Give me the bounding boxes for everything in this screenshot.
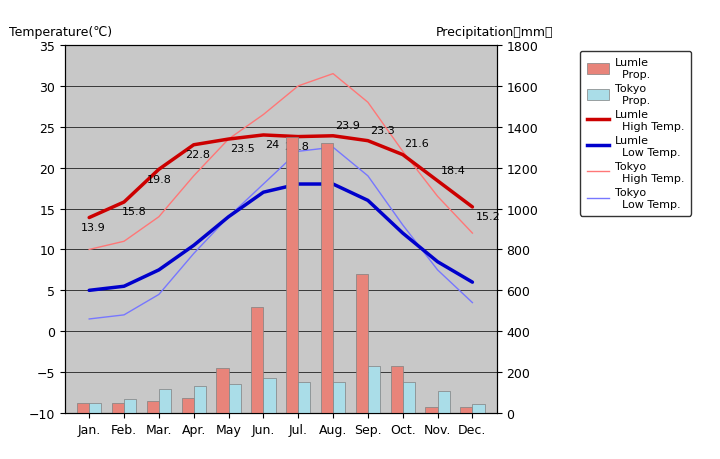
Bar	[216, 368, 228, 413]
Bar	[124, 399, 136, 413]
Bar	[321, 144, 333, 413]
Bar	[368, 366, 380, 413]
Text: 23.8: 23.8	[284, 141, 309, 151]
Legend: Lumle
  Prop., Tokyo
  Prop., Lumle
  High Temp., Lumle
  Low Temp., Tokyo
  Hig: Lumle Prop., Tokyo Prop., Lumle High Tem…	[580, 51, 690, 216]
Bar	[333, 382, 346, 413]
Bar	[112, 403, 124, 413]
Bar	[460, 407, 472, 413]
Text: 22.8: 22.8	[185, 150, 210, 160]
Bar	[89, 403, 102, 413]
Bar	[426, 407, 438, 413]
Text: 15.2: 15.2	[476, 212, 500, 222]
Text: 23.9: 23.9	[335, 120, 360, 130]
Text: 13.9: 13.9	[81, 222, 105, 232]
Bar	[77, 403, 89, 413]
Bar	[251, 307, 264, 413]
Text: 21.6: 21.6	[405, 139, 429, 149]
Bar	[472, 404, 485, 413]
Text: Temperature(℃): Temperature(℃)	[9, 26, 112, 39]
Bar	[390, 366, 402, 413]
Bar	[147, 401, 159, 413]
Text: 23.5: 23.5	[230, 144, 255, 154]
Text: 24: 24	[265, 140, 279, 150]
Text: Precipitation（mm）: Precipitation（mm）	[436, 26, 553, 39]
Text: 15.8: 15.8	[122, 207, 147, 217]
Bar	[438, 391, 450, 413]
Bar	[228, 385, 240, 413]
Text: 19.8: 19.8	[147, 174, 171, 184]
Bar	[194, 386, 206, 413]
Text: 23.3: 23.3	[369, 125, 395, 135]
Bar	[181, 398, 194, 413]
Bar	[356, 274, 368, 413]
Bar	[298, 382, 310, 413]
Bar	[402, 382, 415, 413]
Bar	[159, 390, 171, 413]
Text: 18.4: 18.4	[441, 165, 466, 175]
Bar	[264, 378, 276, 413]
Bar	[286, 138, 298, 413]
